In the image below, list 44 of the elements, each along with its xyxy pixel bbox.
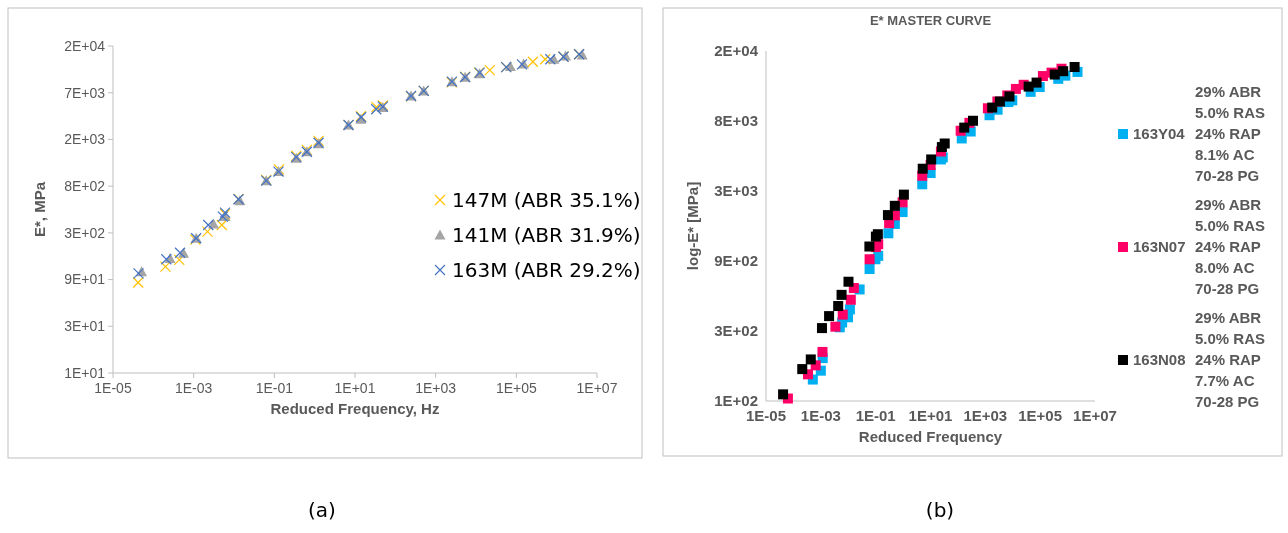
legend-label: 163Y04 <box>1133 125 1186 142</box>
y-tick-label: 8E+03 <box>714 112 758 130</box>
text: 29% ABR 5.0% RAS 24% RAP 8.1% AC 70-28 PG <box>1195 83 1266 184</box>
y-tick-label: 9E+01 <box>64 271 106 288</box>
x-tick-label: 1E-01 <box>255 380 294 396</box>
x-tick-label: 1E+01 <box>908 407 953 424</box>
x-tick-label: 1E+03 <box>963 407 1008 424</box>
x-tick-label: 1E-01 <box>855 407 896 424</box>
text: (b) <box>925 498 955 522</box>
legend-label: 163N07 <box>1133 238 1186 255</box>
y-tick-label: 2E+04 <box>714 42 759 60</box>
x-tick-label: 1E+07 <box>576 380 618 396</box>
text: 29% ABR 5.0% RAS 24% RAP 8.0% AC 70-28 PG <box>1195 196 1266 297</box>
x-axis-title: Reduced Frequency <box>858 428 1003 445</box>
y-axis-title: log-E* [MPa] <box>684 181 701 271</box>
y-tick-label: 3E+01 <box>64 318 106 335</box>
y-tick-label: 2E+04 <box>64 37 106 54</box>
y-tick-label: 1E+01 <box>64 364 106 381</box>
x-tick-label: 1E-03 <box>174 380 213 396</box>
x-tick-label: 1E+01 <box>334 380 376 396</box>
x-tick-label: 1E+03 <box>415 380 457 396</box>
y-tick-label: 2E+03 <box>64 131 106 148</box>
legend-label: 163N08 <box>1133 351 1186 368</box>
text: (a) <box>308 498 336 522</box>
y-tick-label: 3E+02 <box>714 322 758 340</box>
y-tick-label: 3E+02 <box>64 224 106 241</box>
text: 29% ABR 5.0% RAS 24% RAP 7.7% AC 70-28 PG <box>1195 309 1266 410</box>
y-tick-label: 9E+02 <box>714 252 758 270</box>
legend-label: 141M (ABR 31.9%) <box>452 223 641 247</box>
x-tick-label: 1E-03 <box>800 407 841 424</box>
x-tick-label: 1E-05 <box>745 407 787 424</box>
x-axis-title: Reduced Frequency, Hz <box>270 400 440 417</box>
y-axis-title: E*, MPa <box>31 181 48 238</box>
y-tick-label: 3E+03 <box>714 182 758 200</box>
y-tick-label: 1E+02 <box>714 392 758 410</box>
x-tick-label: 1E+05 <box>495 380 537 396</box>
x-tick-label: 1E+05 <box>1018 407 1063 424</box>
y-tick-label: 8E+02 <box>64 178 106 195</box>
chart-title: E* MASTER CURVE <box>869 13 992 28</box>
legend-label: 147M (ABR 35.1%) <box>452 188 641 212</box>
y-tick-label: 7E+03 <box>64 84 106 101</box>
x-tick-label: 1E+07 <box>1073 407 1117 424</box>
legend-label: 163M (ABR 29.2%) <box>452 258 641 282</box>
x-tick-label: 1E-05 <box>94 380 132 396</box>
